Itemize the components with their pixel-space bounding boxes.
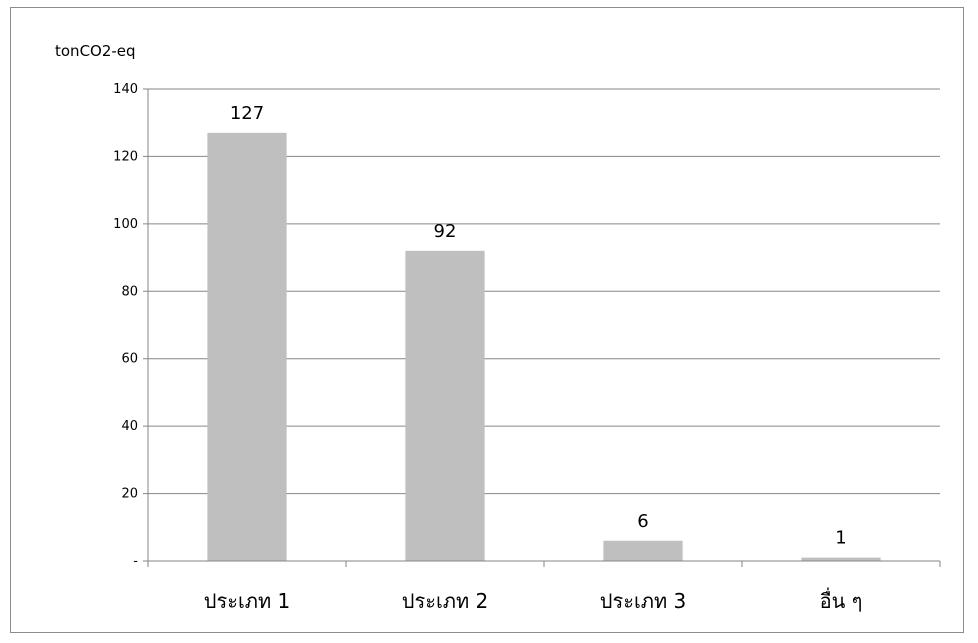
y-unit-label: tonCO2-eq bbox=[55, 42, 136, 60]
bar bbox=[603, 540, 683, 561]
y-tick-label: - bbox=[133, 554, 138, 569]
x-category-label: ประเภท 1 bbox=[204, 589, 290, 613]
bar bbox=[207, 132, 287, 562]
y-tick-label: 140 bbox=[113, 82, 138, 97]
y-tick-label: 60 bbox=[121, 352, 138, 367]
x-category-label: ประเภท 2 bbox=[402, 589, 488, 613]
bar bbox=[801, 557, 881, 561]
y-tick-label: 120 bbox=[113, 149, 138, 164]
data-label: 127 bbox=[230, 103, 264, 124]
data-label: 6 bbox=[637, 511, 648, 532]
data-label: 92 bbox=[434, 221, 457, 242]
y-tick-label: 100 bbox=[113, 217, 138, 232]
chart-frame bbox=[10, 7, 964, 633]
x-category-label: ประเภท 3 bbox=[600, 589, 686, 613]
data-label: 1 bbox=[835, 528, 846, 549]
bar bbox=[405, 250, 485, 562]
x-category-label: อื่น ๆ bbox=[820, 587, 863, 613]
y-tick-label: 40 bbox=[121, 419, 138, 434]
y-tick-label: 80 bbox=[121, 284, 138, 299]
y-tick-label: 20 bbox=[121, 487, 138, 502]
